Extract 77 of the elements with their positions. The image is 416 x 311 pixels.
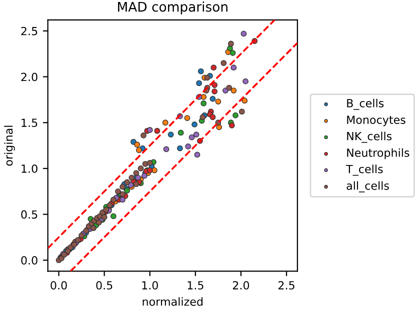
- point: [133, 170, 140, 176]
- legend-label: Neutrophils: [347, 148, 410, 160]
- point: [134, 142, 140, 148]
- point: [130, 138, 136, 145]
- point: [196, 80, 202, 86]
- point: [204, 74, 210, 81]
- y-tick-label: 2.0: [21, 72, 38, 82]
- point: [176, 145, 183, 152]
- x-tick-label: 0.0: [50, 281, 67, 290]
- legend-label: all_cells: [346, 181, 389, 192]
- x-axis-title: normalized: [142, 297, 202, 306]
- point: [200, 100, 207, 106]
- x-tick-label: 1.5: [188, 281, 204, 290]
- x-tick-label: 0.5: [96, 281, 112, 290]
- y-tick-label: 1.5: [22, 118, 38, 127]
- point: [228, 40, 234, 47]
- point: [230, 88, 237, 94]
- chart-title: MAD comparison: [118, 2, 228, 14]
- point: [226, 84, 232, 91]
- point: [212, 82, 218, 88]
- y-tick-label: 1.0: [22, 164, 38, 173]
- y-tick-label: 0.0: [21, 256, 38, 265]
- point: [193, 132, 200, 138]
- point: [115, 188, 121, 194]
- point: [200, 94, 207, 100]
- point: [194, 152, 200, 158]
- y-tick-label: 0.5: [21, 210, 38, 219]
- point: [220, 60, 227, 66]
- point: [188, 134, 195, 140]
- point: [210, 64, 217, 71]
- point: [120, 184, 126, 190]
- point: [230, 64, 237, 71]
- x-tick-label: 2.5: [278, 281, 294, 290]
- y-tick-label: 2.5: [21, 26, 38, 36]
- point: [242, 78, 248, 84]
- point: [146, 167, 153, 174]
- point: [146, 160, 153, 166]
- point: [222, 88, 228, 94]
- point: [136, 147, 142, 154]
- point: [124, 179, 130, 186]
- point: [238, 108, 245, 115]
- point: [96, 220, 102, 226]
- point: [120, 196, 126, 203]
- point: [230, 50, 236, 56]
- point: [232, 112, 238, 118]
- legend-label: Monocytes: [347, 116, 406, 126]
- point: [162, 120, 168, 126]
- point: [184, 115, 190, 121]
- y-axis-title: original: [4, 126, 15, 166]
- legend-label: T_cells: [346, 164, 383, 176]
- point: [228, 122, 235, 128]
- point: [154, 128, 160, 134]
- point: [140, 132, 146, 138]
- point: [185, 144, 192, 150]
- point: [101, 214, 108, 220]
- point: [141, 172, 148, 179]
- point: [138, 166, 144, 172]
- x-tick-label: 2.0: [232, 281, 250, 290]
- point: [240, 30, 247, 37]
- point: [192, 122, 198, 128]
- legend-label: NK_cells: [347, 132, 392, 143]
- x-tick-label: 1.0: [142, 281, 158, 290]
- point: [128, 174, 135, 181]
- point: [215, 98, 222, 104]
- point: [163, 146, 170, 152]
- point: [242, 98, 248, 104]
- point: [146, 127, 153, 133]
- point: [110, 213, 116, 220]
- legend-label: B_cells: [347, 98, 384, 110]
- point: [168, 132, 174, 138]
- point: [210, 96, 216, 102]
- point: [198, 68, 204, 74]
- point: [212, 88, 218, 94]
- point: [210, 114, 216, 120]
- point: [178, 130, 184, 136]
- point: [133, 181, 140, 188]
- point: [216, 124, 222, 130]
